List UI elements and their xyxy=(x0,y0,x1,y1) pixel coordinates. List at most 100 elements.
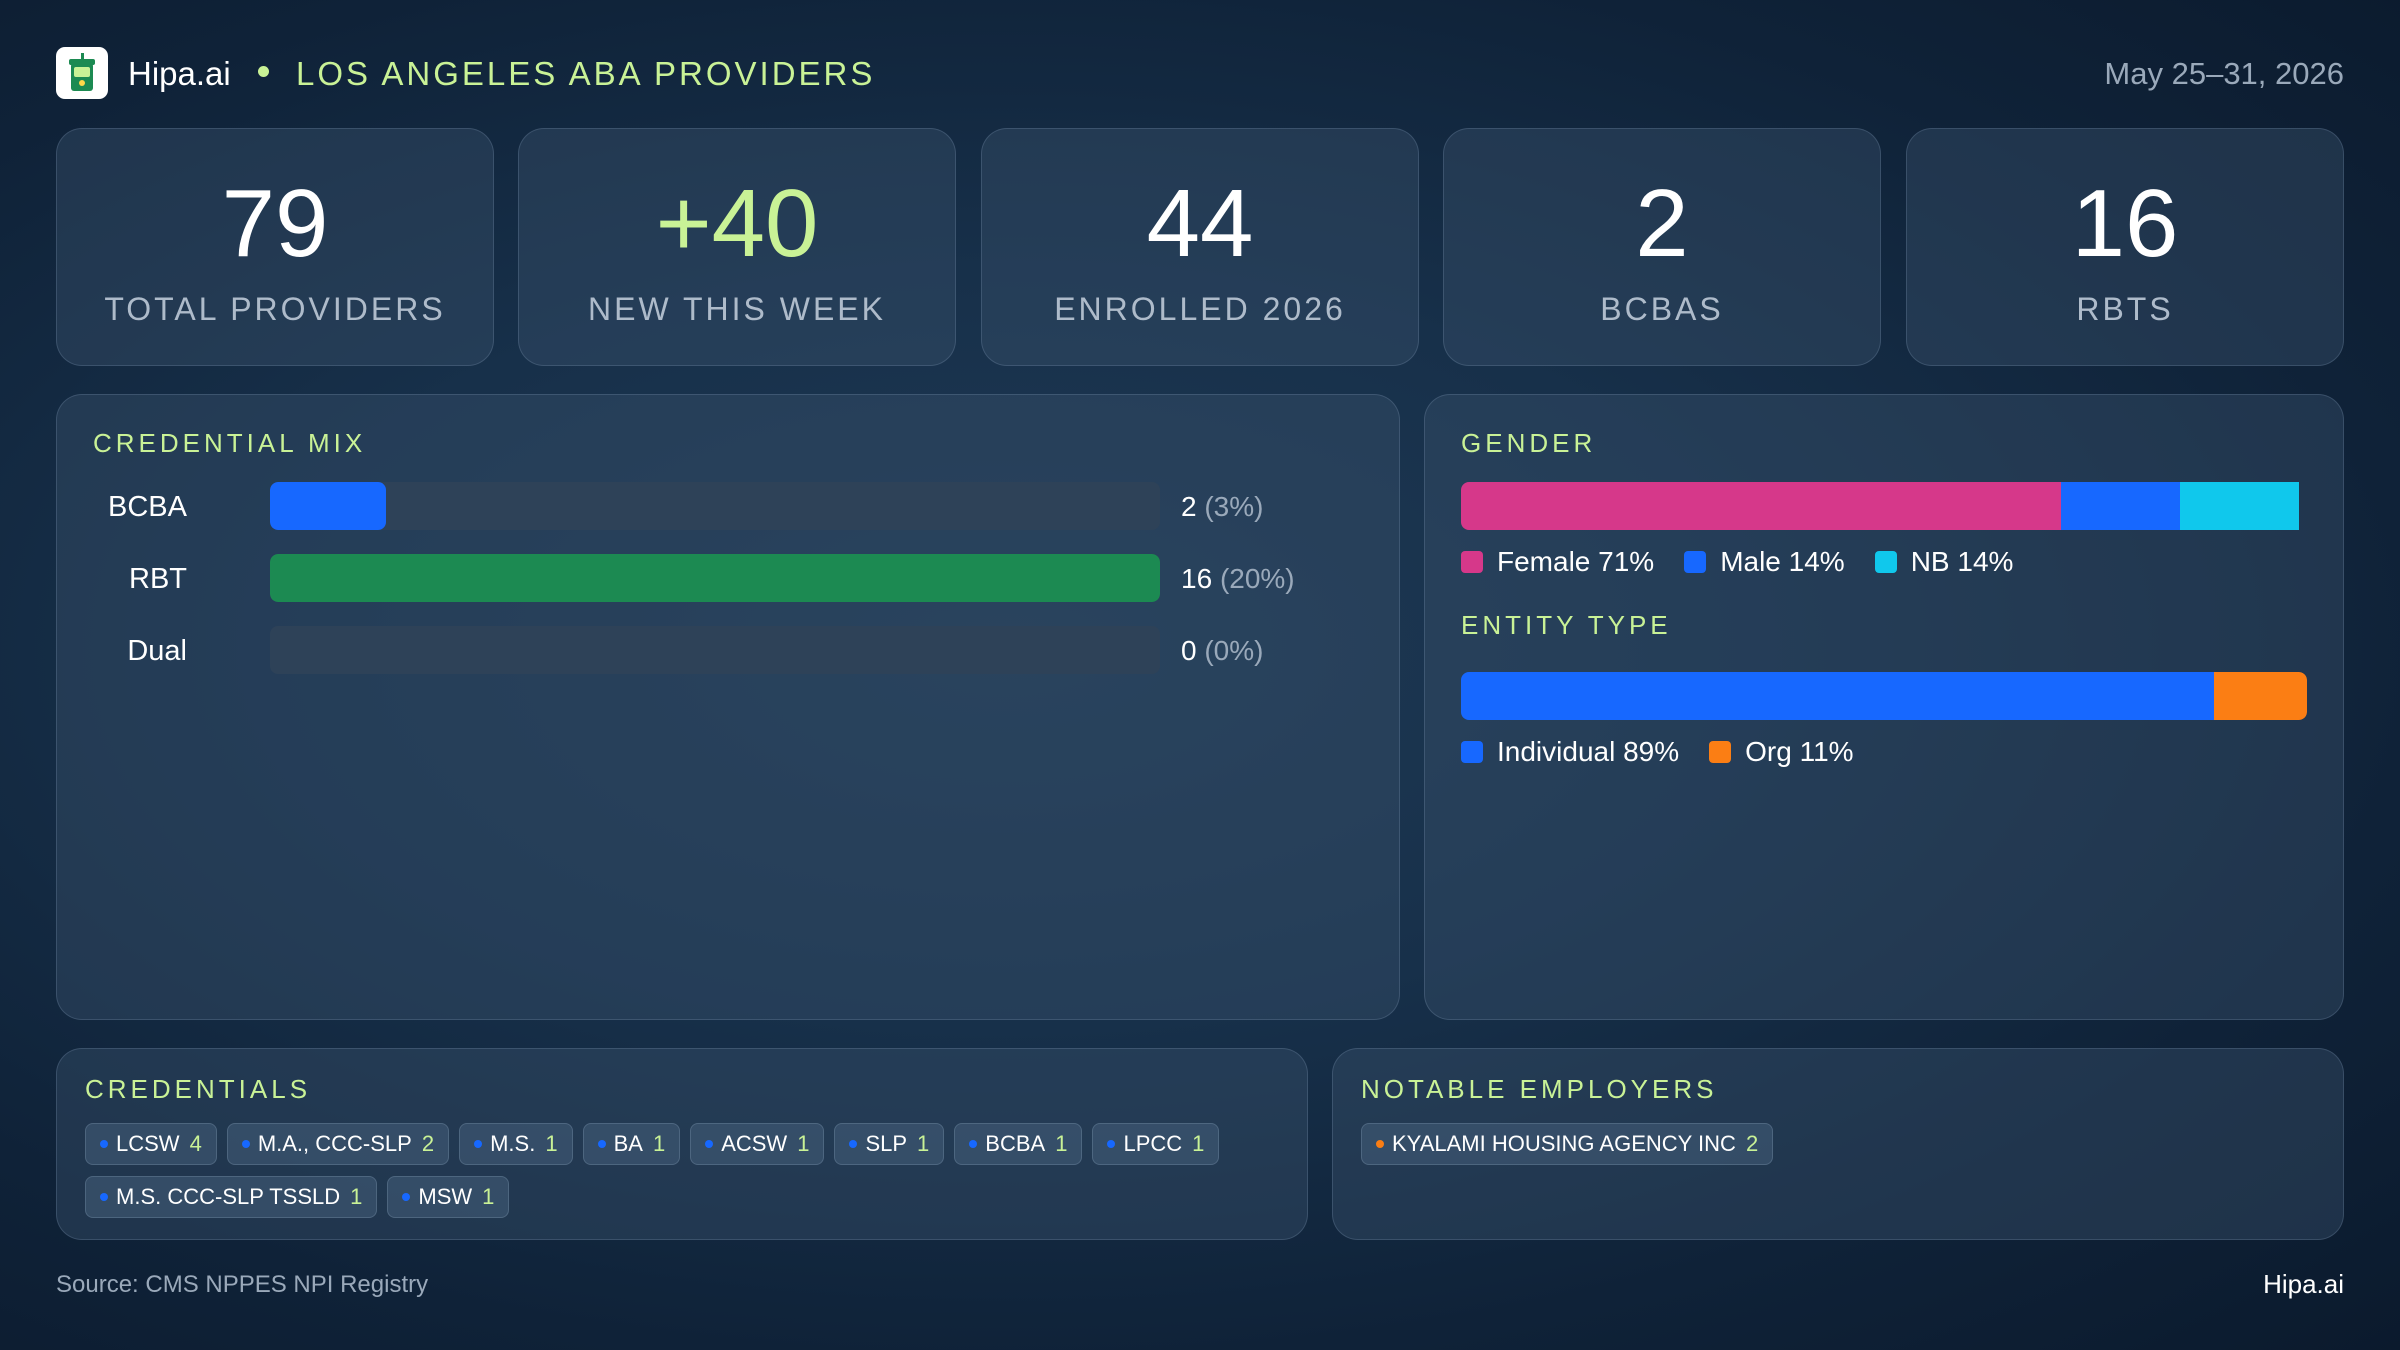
legend-label: Individual 89% xyxy=(1497,736,1680,767)
cred-bar-fill-rbt xyxy=(270,554,1160,602)
stat-value: 44 xyxy=(1146,170,1254,277)
legend-item: Male 14% xyxy=(1684,544,1845,580)
chip: MSW 1 xyxy=(387,1176,510,1218)
chip-dot xyxy=(100,1140,108,1148)
chip-label: M.S. CCC-SLP TSSLD xyxy=(116,1184,341,1209)
stat-card-rbts: 16 RBTS xyxy=(1906,128,2344,366)
title-separator xyxy=(258,66,269,77)
brand-name: Hipa.ai xyxy=(128,55,231,92)
stat-card-bcbas: 2 BCBAS xyxy=(1443,128,1881,366)
section-title: CREDENTIAL MIX xyxy=(93,428,367,458)
cred-row-label: BCBA xyxy=(108,491,187,523)
chip-label: LCSW xyxy=(116,1131,180,1156)
stack-segment xyxy=(2213,672,2307,720)
section-title: NOTABLE EMPLOYERS xyxy=(1361,1074,1718,1104)
legend-swatch xyxy=(1874,551,1897,573)
chip-dot xyxy=(705,1140,714,1148)
cred-value: 0 (0%) xyxy=(1181,633,1263,669)
chip: KYALAMI HOUSING AGENCY INC 2 xyxy=(1361,1123,1774,1165)
entity-legend: Individual 89% Org 11% xyxy=(1461,734,1884,770)
cred-value: 16 (20%) xyxy=(1181,561,1295,597)
credential-mix-panel: CREDENTIAL MIX BCBA 2 (3%) RBT 16 (20%) … xyxy=(56,394,1400,1020)
chip-dot xyxy=(969,1140,978,1148)
cred-row-label: RBT xyxy=(129,563,187,595)
chip-dot xyxy=(402,1193,411,1201)
cred-value: 2 (3%) xyxy=(1181,489,1263,525)
chip-count: 1 xyxy=(350,1184,363,1209)
chip-dot xyxy=(100,1193,108,1201)
stack-segment xyxy=(1461,672,2214,720)
legend-item: Individual 89% xyxy=(1461,734,1679,770)
chip: M.A., CCC-SLP 2 xyxy=(226,1123,450,1165)
credentials-panel: CREDENTIALS LCSW 4 M.A., CCC-SLP 2 M.S. 1 BA 1 A… xyxy=(56,1048,1308,1240)
page-title: LOS ANGELES ABA PROVIDERS xyxy=(296,55,876,92)
stack-segment xyxy=(2179,482,2299,530)
legend-label: Male 14% xyxy=(1720,546,1845,577)
legend-label: Org 11% xyxy=(1745,736,1854,767)
chip-dot xyxy=(474,1140,483,1148)
chip: LCSW 4 xyxy=(85,1123,217,1165)
chip-count: 1 xyxy=(1055,1131,1068,1156)
credential-chip-list: LCSW 4 M.A., CCC-SLP 2 M.S. 1 BA 1 ACSW 1 SLP 1 BCBA… xyxy=(85,1123,1265,1229)
chip-count: 1 xyxy=(1192,1131,1205,1156)
stack-segment xyxy=(1461,482,2061,530)
legend-swatch xyxy=(1461,741,1483,763)
demographics-panel: GENDER Female 71% Male 14% NB 14% ENTITY T… xyxy=(1424,394,2344,1020)
chip: SLP 1 xyxy=(834,1123,945,1165)
gender-legend: Female 71% Male 14% NB 14% xyxy=(1461,544,2043,580)
date-range: May 25–31, 2026 xyxy=(2104,56,2344,91)
chip: BA 1 xyxy=(582,1123,681,1165)
chip-label: MSW xyxy=(418,1184,473,1209)
chip: BCBA 1 xyxy=(954,1123,1083,1165)
gender-stacked-bar xyxy=(1461,482,2299,530)
stat-label: NEW THIS WEEK xyxy=(588,291,886,327)
stat-value: 16 xyxy=(2071,170,2179,277)
stat-card-enrolled: 44 ENROLLED 2026 xyxy=(981,128,1419,366)
cred-bar-track xyxy=(270,626,1160,674)
legend-label: Female 71% xyxy=(1497,546,1655,577)
stat-card-new-this-week: +40 NEW THIS WEEK xyxy=(518,128,956,366)
chip-label: LPCC xyxy=(1123,1131,1183,1156)
chip-dot xyxy=(1376,1140,1384,1148)
cred-bar-track xyxy=(270,554,1160,602)
cred-count: 2 xyxy=(1181,491,1197,522)
stat-label: TOTAL PROVIDERS xyxy=(104,291,446,327)
stat-value: 2 xyxy=(1635,170,1689,277)
legend-item: Female 71% xyxy=(1461,544,1654,580)
stat-label: RBTS xyxy=(2076,291,2174,327)
cred-count: 16 xyxy=(1181,563,1213,594)
stat-label: BCBAS xyxy=(1600,291,1724,327)
employer-chip-list: KYALAMI HOUSING AGENCY INC 2 xyxy=(1361,1123,2311,1176)
chip-count: 1 xyxy=(482,1184,495,1209)
employers-panel: NOTABLE EMPLOYERS KYALAMI HOUSING AGENCY… xyxy=(1332,1048,2344,1240)
chip-dot xyxy=(849,1140,858,1148)
section-title: CREDENTIALS xyxy=(85,1074,312,1104)
stack-segment xyxy=(2061,482,2180,530)
section-title: GENDER xyxy=(1461,428,1597,458)
chip-label: M.A., CCC-SLP xyxy=(257,1131,412,1156)
chip-count: 1 xyxy=(545,1131,558,1156)
chip-dot xyxy=(1107,1140,1116,1148)
chip-dot xyxy=(241,1140,250,1148)
chip: ACSW 1 xyxy=(690,1123,825,1165)
chip-label: BCBA xyxy=(985,1131,1046,1156)
cred-percent: (3%) xyxy=(1204,491,1264,522)
chip-count: 2 xyxy=(421,1131,435,1156)
chip-label: KYALAMI HOUSING AGENCY INC xyxy=(1392,1131,1736,1156)
brand-logo xyxy=(56,47,108,99)
legend-swatch xyxy=(1461,551,1483,573)
legend-swatch xyxy=(1709,741,1732,763)
cred-percent: (0%) xyxy=(1204,635,1264,666)
chip-dot xyxy=(597,1140,606,1148)
chip-count: 1 xyxy=(652,1131,666,1156)
cred-bar-track xyxy=(270,482,1160,530)
cred-row-label: Dual xyxy=(127,635,187,667)
data-source: Source: CMS NPPES NPI Registry xyxy=(56,1271,429,1298)
chip: M.S. 1 xyxy=(459,1123,573,1165)
chip: LPCC 1 xyxy=(1092,1123,1220,1165)
cred-count: 0 xyxy=(1181,635,1197,666)
legend-item: NB 14% xyxy=(1874,544,2013,580)
cred-percent: (20%) xyxy=(1219,563,1295,594)
chip-count: 4 xyxy=(189,1131,202,1156)
stat-value: 79 xyxy=(221,170,329,277)
